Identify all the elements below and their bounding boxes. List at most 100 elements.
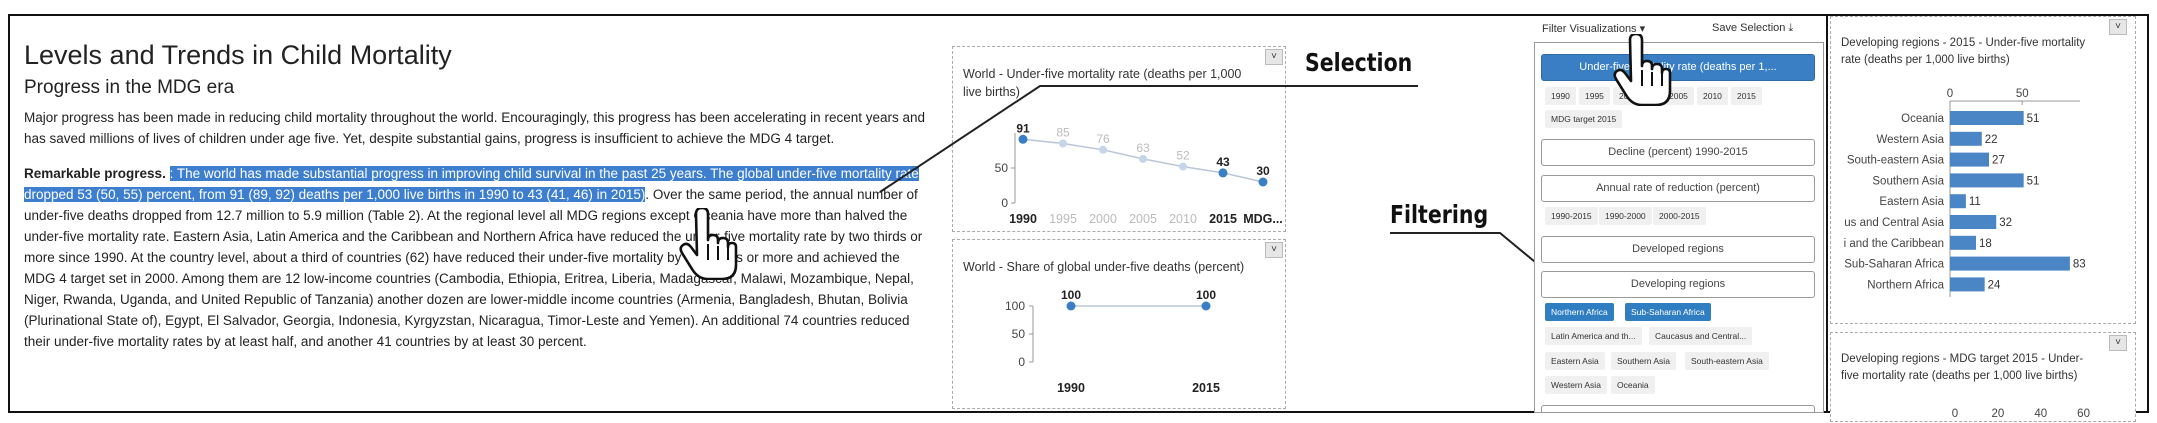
bar — [1950, 131, 1982, 146]
panel-divider — [1826, 14, 1828, 413]
annual-rate-button[interactable]: Annual rate of reduction (percent) — [1541, 175, 1815, 202]
data-label: 52 — [1176, 149, 1190, 163]
x-tick-label: MDG... — [1243, 212, 1283, 226]
tag-period-1990-2000[interactable]: 1990-2000 — [1599, 207, 1652, 225]
category-label: us and Central Asia — [1844, 217, 1944, 229]
callout-filtering: Filtering — [1390, 200, 1489, 229]
collapse-icon[interactable]: ˅ — [2109, 19, 2127, 35]
tag-sub-saharan-africa[interactable]: Sub-Saharan Africa — [1625, 303, 1711, 321]
data-label: 11 — [1969, 196, 1981, 208]
section-subtitle: Progress in the MDG era — [24, 77, 235, 98]
data-label: 18 — [1979, 238, 1992, 250]
decline-button[interactable]: Decline (percent) 1990-2015 — [1541, 139, 1815, 166]
chart-title: Developing regions - MDG target 2015 - U… — [1841, 353, 2084, 382]
x-tick-label: 2005 — [1129, 212, 1157, 226]
data-label: 24 — [1988, 279, 2001, 291]
bar — [1950, 173, 2024, 188]
callout-selection: Selection — [1305, 48, 1413, 77]
data-label: 30 — [1256, 164, 1270, 178]
data-label: 32 — [1999, 217, 2012, 229]
tag-year-2010[interactable]: 2010 — [1697, 87, 1728, 105]
paragraph-body: . Over the same period, the annual numbe… — [24, 187, 923, 349]
y-tick-label: 50 — [995, 161, 1009, 175]
data-label: 22 — [1985, 134, 1998, 146]
tag-year-2015[interactable]: 2015 — [1731, 87, 1762, 105]
data-label: 100 — [1061, 288, 1081, 302]
tag-eastern-asia[interactable]: Eastern Asia — [1545, 352, 1605, 370]
data-point — [1218, 168, 1228, 178]
developed-regions-button[interactable]: Developed regions — [1541, 236, 1815, 263]
data-label: 27 — [1992, 155, 2005, 167]
paragraph-remarkable[interactable]: Remarkable progress. : The world has mad… — [24, 163, 934, 352]
data-point — [1099, 145, 1107, 154]
tag-oceania[interactable]: Oceania — [1611, 376, 1655, 394]
tag-southern-asia[interactable]: Southern Asia — [1611, 352, 1676, 370]
bar-chart-developing-mdg: 0 20 40 60 — [1952, 408, 2090, 420]
filter-visualizations-button[interactable]: Filter Visualizations ▾ — [1542, 23, 1646, 35]
tag-period-2000-2015[interactable]: 2000-2015 — [1653, 207, 1706, 225]
x-tick-label: 2015 — [1192, 381, 1220, 395]
data-label: 51 — [2027, 175, 2040, 187]
y-tick-label: 100 — [1005, 299, 1025, 313]
tag-year-1995[interactable]: 1995 — [1579, 87, 1610, 105]
data-label: 63 — [1136, 141, 1150, 155]
collapse-icon[interactable]: ˅ — [1265, 242, 1283, 258]
screenshot-frame — [8, 14, 2149, 413]
data-label: 85 — [1056, 126, 1070, 140]
bar — [1950, 277, 1985, 292]
bar — [1950, 111, 2024, 125]
x-tick-label: 0 — [1952, 408, 1958, 420]
x-tick-label: 40 — [2034, 408, 2047, 420]
y-tick-label: 0 — [1001, 196, 1008, 210]
data-point — [1179, 162, 1187, 171]
x-tick-label: 50 — [2016, 88, 2029, 100]
tag-western-asia[interactable]: Western Asia — [1545, 376, 1607, 394]
page-title: Levels and Trends in Child Mortality — [24, 40, 452, 70]
category-label: Southern Asia — [1872, 175, 1944, 187]
category-label: Eastern Asia — [1879, 196, 1944, 208]
tag-mdg-target[interactable]: MDG target 2015 — [1545, 110, 1623, 128]
data-label: 91 — [1016, 121, 1030, 135]
bar — [1950, 256, 2070, 271]
indicator-under-five-rate-button[interactable]: Under-five mortality rate (deaths per 1,… — [1541, 54, 1815, 81]
tag-south-eastern-asia[interactable]: South-eastern Asia — [1685, 352, 1769, 370]
category-label: i and the Caribbean — [1844, 238, 1944, 250]
data-label: 83 — [2073, 259, 2086, 271]
data-point — [1059, 139, 1067, 148]
collapse-icon[interactable]: ˅ — [1265, 49, 1283, 65]
x-tick-label: 1995 — [1049, 212, 1077, 226]
category-label: South-eastern Asia — [1847, 155, 1945, 167]
category-label: Western Asia — [1876, 134, 1944, 146]
developing-regions-button[interactable]: Developing regions — [1541, 271, 1815, 298]
bar — [1950, 235, 1976, 250]
data-point — [1201, 301, 1211, 311]
hand-cursor-icon — [679, 208, 738, 280]
collapse-icon[interactable]: ˅ — [2109, 335, 2127, 351]
hand-cursor-icon — [1613, 34, 1672, 106]
data-point — [1139, 154, 1147, 163]
chart-title: Developing regions - 2015 - Under-five m… — [1841, 37, 2086, 66]
bar-chart-developing-2015: 0 50 Oceania 51 Western Asia 22 South-eastern … — [1844, 88, 2086, 297]
category-label: Northern Africa — [1867, 279, 1944, 291]
data-label: 51 — [2027, 113, 2040, 125]
x-tick-label: 1990 — [1057, 381, 1085, 395]
bar — [1950, 194, 1966, 209]
data-label: 76 — [1096, 132, 1110, 146]
tag-period-1990-2015[interactable]: 1990-2015 — [1545, 207, 1598, 225]
tag-caucasus[interactable]: Caucasus and Central... — [1649, 327, 1753, 345]
category-label: Oceania — [1901, 113, 1944, 125]
panel-bottom-edge — [1541, 405, 1815, 412]
save-selection-button[interactable]: Save Selection ⤓ — [1712, 22, 1794, 34]
chart-card-developing-2015: Developing regions - 2015 - Under-five m… — [1830, 16, 2136, 324]
x-tick-label: 2010 — [1169, 212, 1197, 226]
tag-year-1990[interactable]: 1990 — [1545, 87, 1576, 105]
paragraph-intro[interactable]: Major progress has been made in reducing… — [24, 110, 925, 146]
y-tick-label: 50 — [1012, 327, 1026, 341]
line-chart-under-five-rate: 0 50 91 1990 85 1995 76 2000 63 2005 52 2010 43 2015 3… — [995, 121, 1283, 226]
data-point — [1018, 134, 1028, 144]
tag-northern-africa[interactable]: Northern Africa — [1545, 303, 1614, 321]
tag-latin-america[interactable]: Latin America and th... — [1545, 327, 1642, 345]
x-tick-label: 2015 — [1209, 212, 1237, 226]
x-tick-label: 20 — [1991, 408, 2004, 420]
bar — [1950, 215, 1997, 229]
